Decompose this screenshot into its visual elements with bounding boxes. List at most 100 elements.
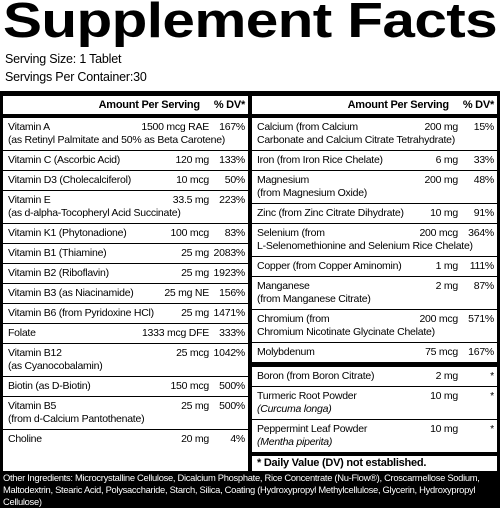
row-line: Peppermint Leaf Powder 10 mg *	[257, 423, 494, 436]
nutrient-detail: L-Selenomethionine and Selenium Rice Che…	[257, 240, 473, 252]
nutrient-name: Vitamin C (Ascorbic Acid)	[8, 154, 121, 166]
other-ingredients: Other Ingredients: Microcrystalline Cell…	[0, 471, 500, 508]
nutrient-detail: (Curcuma longa)	[257, 403, 332, 415]
nutrient-row: Biotin (as D-Biotin) 150 mcg 500%	[3, 377, 248, 397]
nutrient-row: Vitamin E 33.5 mg 223% (as d-alpha-Tocopher…	[3, 191, 248, 224]
row-line: Calcium (from Calcium 200 mg 15%	[257, 121, 494, 134]
daily-value: 364%	[468, 227, 494, 239]
nutrient-detail: (from d-Calcium Pantothenate)	[8, 413, 145, 425]
nutrient-row: Vitamin A 1500 mcg RAE 167% (as Retinyl Pal…	[3, 118, 248, 151]
title: Supplement Facts	[3, 0, 498, 48]
nutrient-name: Copper (from Copper Aminomin)	[257, 260, 402, 272]
row-line: Magnesium 200 mg 48%	[257, 174, 494, 187]
dv-header: % DV*	[213, 99, 245, 111]
row-line: Vitamin B12 25 mcg 1042%	[8, 347, 245, 360]
amount: 25 mcg	[176, 347, 209, 359]
nutrient-row: Vitamin C (Ascorbic Acid) 120 mg 133%	[3, 151, 248, 171]
column-header: Amount Per Serving % DV*	[252, 96, 497, 118]
daily-value: 1471%	[213, 307, 246, 319]
dv-header: % DV*	[462, 99, 494, 111]
left-panel: Amount Per Serving % DV* Vitamin A 1500 mcg…	[3, 96, 248, 471]
facts-table: Amount Per Serving % DV* Vitamin A 1500 mcg…	[0, 91, 500, 471]
nutrient-name: Biotin (as D-Biotin)	[8, 380, 91, 392]
amount: 1500 mcg RAE	[141, 121, 209, 133]
nutrient-row: Choline 20 mg 4%	[3, 430, 248, 449]
row-line: Vitamin K1 (Phytonadione) 100 mcg 83%	[8, 227, 245, 240]
nutrient-row: Folate 1333 mcg DFE 333%	[3, 324, 248, 344]
nutrient-name: Molybdenum	[257, 346, 315, 358]
amount-header: Amount Per Serving	[98, 99, 201, 111]
daily-value: 83%	[224, 227, 246, 239]
daily-value: 156%	[219, 287, 245, 299]
row-line: Vitamin B3 (as Niacinamide) 25 mg NE 156%	[8, 287, 245, 300]
daily-value: 223%	[219, 194, 245, 206]
nutrient-row: Manganese 2 mg 87% (from Manganese Citrate)	[252, 277, 497, 310]
nutrient-name: Vitamin D3 (Cholecalciferol)	[8, 174, 131, 186]
amount: 33.5 mg	[172, 194, 209, 206]
row-line: Vitamin B2 (Riboflavin) 25 mg 1923%	[8, 267, 245, 280]
row-line: Choline 20 mg 4%	[8, 433, 245, 446]
amount: 150 mcg	[170, 380, 209, 392]
amount: 1 mg	[435, 260, 459, 272]
column-header: Amount Per Serving % DV*	[3, 96, 248, 118]
nutrient-row: Vitamin B3 (as Niacinamide) 25 mg NE 156%	[3, 284, 248, 304]
nutrient-name: Magnesium	[257, 174, 310, 186]
nutrient-row: Vitamin B12 25 mcg 1042% (as Cyanocobalamin…	[3, 344, 248, 377]
nutrient-name: Selenium (from	[257, 227, 325, 239]
nutrient-name: Zinc (from Zinc Citrate Dihydrate)	[257, 207, 404, 219]
row-line: Turmeric Root Powder 10 mg *	[257, 390, 494, 403]
nutrient-row: Molybdenum 75 mcg 167%	[252, 343, 497, 363]
footnote: * Daily Value (DV) not established.	[252, 452, 497, 471]
row-line: Molybdenum 75 mcg 167%	[257, 346, 494, 359]
nutrient-detail: (Mentha piperita)	[257, 436, 333, 448]
row-line: Biotin (as D-Biotin) 150 mcg 500%	[8, 380, 245, 393]
nutrient-name: Vitamin B5	[8, 400, 57, 412]
amount: 10 mg	[430, 207, 458, 219]
daily-value: 48%	[473, 174, 495, 186]
row-line: Vitamin D3 (Cholecalciferol) 10 mcg 50%	[8, 174, 245, 187]
nutrient-detail: (as Retinyl Palmitate and 50% as Beta Ca…	[8, 134, 226, 146]
daily-value: 4%	[230, 433, 245, 445]
nutrient-name: Vitamin B6 (from Pyridoxine HCl)	[8, 307, 154, 319]
nutrient-row: Turmeric Root Powder 10 mg * (Curcuma longa…	[252, 387, 497, 420]
nutrient-name: Choline	[8, 433, 42, 445]
amount: 1333 mcg DFE	[141, 327, 209, 339]
nutrient-detail: Chromium Nicotinate Glycinate Chelate)	[257, 326, 435, 338]
serving-size: Serving Size: 1 Tablet	[5, 52, 122, 66]
right-panel: Amount Per Serving % DV* Calcium (from Cal…	[252, 96, 497, 471]
amount: 120 mg	[175, 154, 209, 166]
row-line: Iron (from Iron Rice Chelate) 6 mg 33%	[257, 154, 494, 167]
amount: 200 mcg	[419, 227, 458, 239]
nutrient-row: Vitamin K1 (Phytonadione) 100 mcg 83%	[3, 224, 248, 244]
nutrient-row: Boron (from Boron Citrate) 2 mg *	[252, 363, 497, 387]
servings-per-container: Servings Per Container:30	[5, 70, 147, 84]
amount: 100 mcg	[170, 227, 209, 239]
row-line: Copper (from Copper Aminomin) 1 mg 111%	[257, 260, 494, 273]
daily-value: 2083%	[213, 247, 246, 259]
nutrient-name: Peppermint Leaf Powder	[257, 423, 368, 435]
amount: 10 mg	[430, 390, 458, 402]
daily-value: *	[490, 370, 494, 382]
amount: 10 mcg	[176, 174, 209, 186]
daily-value: 111%	[469, 260, 495, 272]
nutrient-row: Copper (from Copper Aminomin) 1 mg 111%	[252, 257, 497, 277]
daily-value: 87%	[473, 280, 495, 292]
row-line: Zinc (from Zinc Citrate Dihydrate) 10 mg 9…	[257, 207, 494, 220]
row-line: Folate 1333 mcg DFE 333%	[8, 327, 245, 340]
nutrient-name: Boron (from Boron Citrate)	[257, 370, 375, 382]
daily-value: 1042%	[213, 347, 246, 359]
daily-value: 91%	[473, 207, 495, 219]
daily-value: 167%	[219, 121, 245, 133]
nutrient-name: Vitamin B3 (as Niacinamide)	[8, 287, 134, 299]
amount: 25 mg	[181, 307, 209, 319]
nutrient-row: Peppermint Leaf Powder 10 mg * (Mentha pipe…	[252, 420, 497, 452]
nutrient-detail: (as Cyanocobalamin)	[8, 360, 103, 372]
nutrient-name: Folate	[8, 327, 36, 339]
row-line: Chromium (from 200 mcg 571%	[257, 313, 494, 326]
nutrient-row: Vitamin B6 (from Pyridoxine HCl) 25 mg 147…	[3, 304, 248, 324]
amount: 6 mg	[435, 154, 459, 166]
nutrient-name: Vitamin B12	[8, 347, 62, 359]
row-line: Manganese 2 mg 87%	[257, 280, 494, 293]
amount: 25 mg	[181, 247, 209, 259]
